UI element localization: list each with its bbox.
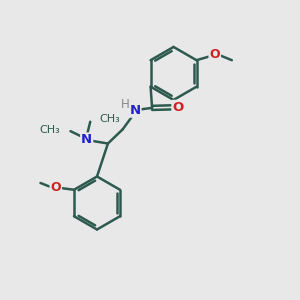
- Text: N: N: [129, 104, 141, 117]
- Text: O: O: [172, 101, 184, 114]
- Text: O: O: [209, 48, 220, 62]
- Text: O: O: [50, 181, 61, 194]
- Text: H: H: [121, 98, 130, 111]
- Text: CH₃: CH₃: [100, 114, 120, 124]
- Text: CH₃: CH₃: [40, 125, 60, 135]
- Text: N: N: [81, 134, 92, 146]
